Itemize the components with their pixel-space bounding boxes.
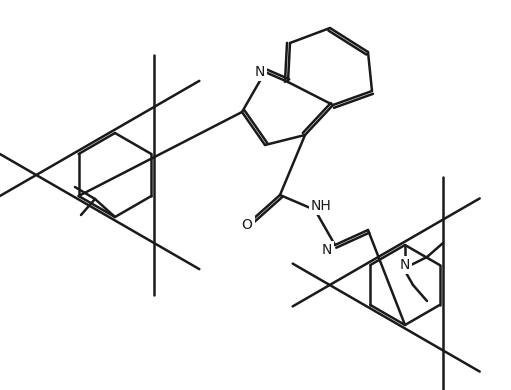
Text: N: N	[400, 258, 410, 272]
Text: N: N	[322, 243, 332, 257]
Text: NH: NH	[311, 199, 331, 213]
Text: O: O	[242, 218, 252, 232]
Text: N: N	[255, 65, 265, 79]
